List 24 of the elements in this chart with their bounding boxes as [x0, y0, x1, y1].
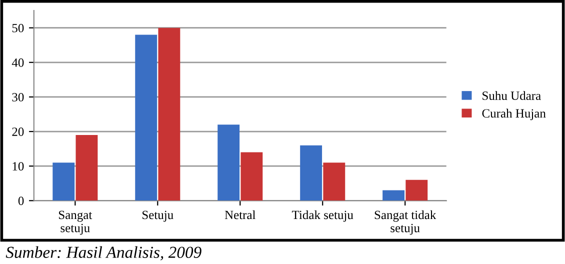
bar — [382, 190, 405, 201]
bar — [76, 134, 98, 201]
y-tick-label: 30 — [12, 92, 24, 102]
bar — [300, 145, 322, 201]
x-tick-label: Netral — [224, 210, 256, 220]
text: Sumber: Hasil Analisis, 2009 — [6, 246, 202, 260]
bar — [406, 180, 428, 201]
legend-label: Suhu Udara — [482, 91, 541, 100]
bar — [240, 152, 263, 201]
bar — [158, 28, 180, 201]
legend-label: Curah Hujan — [482, 108, 546, 120]
y-tick-label: 40 — [12, 58, 24, 67]
bar — [218, 124, 240, 201]
bar — [52, 162, 75, 201]
y-tick-label: 10 — [12, 162, 24, 171]
y-tick-label: 20 — [12, 128, 24, 136]
x-tick-label: Tidak setuju — [292, 210, 354, 222]
x-tick-label: Sangat tidak setuju — [374, 210, 436, 235]
x-tick-label: Sangat setuju — [58, 210, 92, 235]
x-tick-label: Setuju — [142, 210, 174, 222]
bar — [323, 162, 346, 201]
y-tick-label: 0 — [18, 196, 24, 206]
bar — [135, 34, 158, 201]
y-tick-label: 50 — [12, 24, 24, 32]
